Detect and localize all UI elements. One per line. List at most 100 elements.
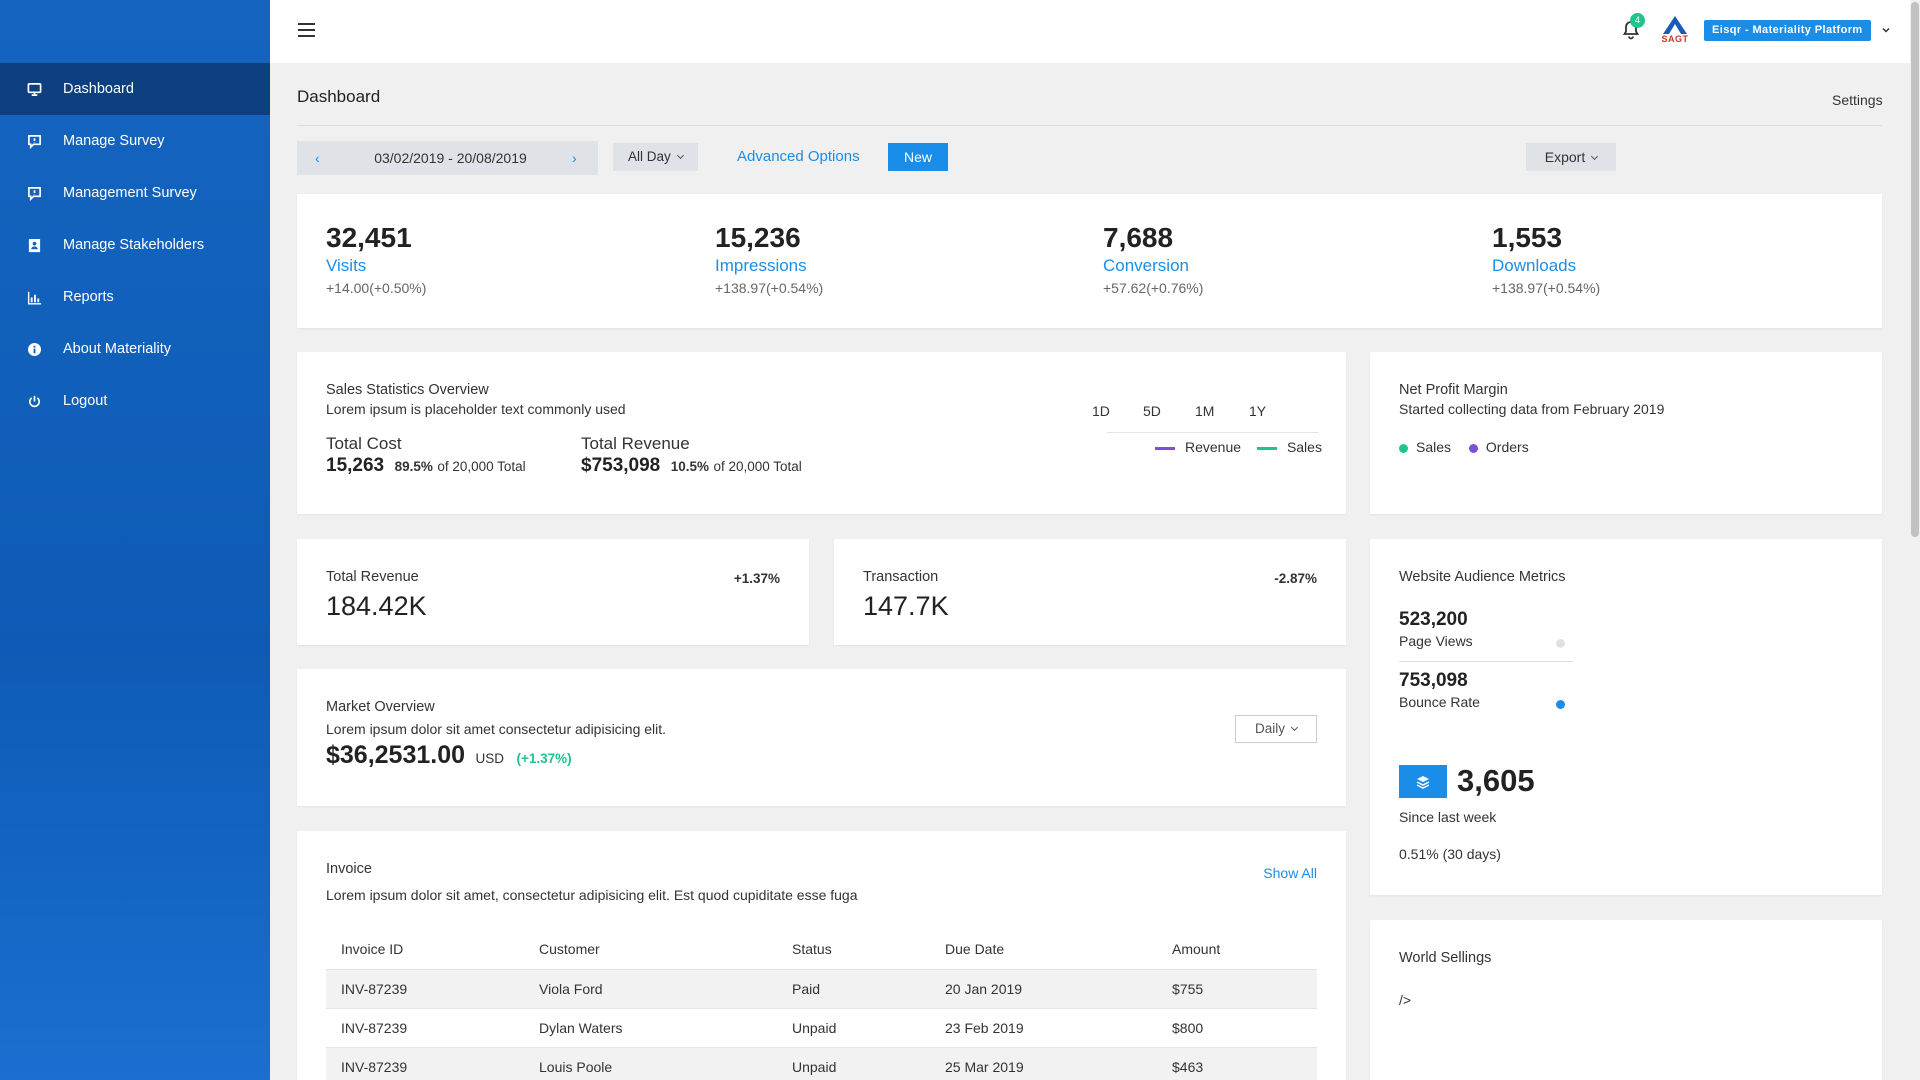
sidebar-item-about-materiality[interactable]: About Materiality [0, 323, 270, 375]
table-row[interactable]: INV-87239 Viola Ford Paid 20 Jan 2019 $7… [326, 968, 1317, 1008]
timeframe-5d[interactable]: 5D [1143, 403, 1161, 419]
sidebar-item-label: Dashboard [63, 81, 134, 97]
change-percent: -2.87% [1274, 571, 1317, 586]
chevron-right-icon[interactable]: › [571, 150, 577, 166]
table-row[interactable]: INV-87239 Louis Poole Unpaid 25 Mar 2019… [326, 1046, 1317, 1080]
chevron-left-icon[interactable]: ‹ [315, 150, 320, 166]
sidebar-item-logout[interactable]: Logout [0, 375, 270, 427]
total-revenue-label: Total Revenue [581, 434, 690, 453]
stat-label: Conversion [1103, 256, 1189, 275]
card-subtitle: Lorem ipsum dolor sit amet consectetur a… [326, 721, 667, 737]
sidebar-item-label: Reports [63, 289, 114, 305]
period-dropdown-label: All Day [628, 149, 671, 164]
table-cell: Unpaid [777, 1046, 930, 1080]
table-cell: Paid [777, 968, 930, 1008]
settings-link[interactable]: Settings [1832, 92, 1883, 108]
sidebar-item-label: Logout [63, 393, 108, 409]
card-title: Sales Statistics Overview [326, 382, 489, 398]
table-cell: INV-87239 [326, 968, 524, 1008]
chart-legend: Sales Orders [1399, 439, 1529, 455]
monitor-icon [26, 81, 42, 97]
sidebar-item-manage-survey[interactable]: Manage Survey [0, 115, 270, 167]
change-percent: +1.37% [733, 571, 780, 586]
stat-change: +14.00(+0.50%) [326, 280, 427, 296]
timeframe-1m[interactable]: 1M [1195, 403, 1215, 419]
card-subtitle: Started collecting data from February 20… [1399, 401, 1665, 417]
legend-dot-sales [1399, 443, 1408, 453]
scrollbar-track[interactable] [1910, 0, 1920, 1080]
card-title: Market Overview [326, 699, 435, 715]
world-sellings-text: /> [1399, 992, 1412, 1008]
table-cell: $755 [1157, 968, 1317, 1008]
stat-visits: 32,451 Visits +14.00(+0.50%) [326, 222, 427, 297]
table-cell: INV-87239 [326, 1007, 524, 1047]
hamburger-menu-icon[interactable] [298, 23, 315, 37]
show-all-link[interactable]: Show All [1263, 865, 1317, 881]
card-title: Transaction [863, 569, 939, 585]
new-button[interactable]: New [888, 143, 948, 171]
stat-label: Visits [326, 256, 367, 275]
stat-value: 1,553 [1492, 222, 1563, 253]
legend-swatch-sales [1256, 446, 1277, 450]
table-cell: $463 [1157, 1046, 1317, 1080]
transaction-card: Transaction 147.7K -2.87% [834, 539, 1346, 645]
table-header-row: Invoice ID Customer Status Due Date Amou… [326, 929, 1317, 969]
stat-label: Downloads [1492, 256, 1577, 275]
legend-label: Orders [1485, 439, 1529, 455]
period-label: Daily [1254, 721, 1285, 736]
platform-selector[interactable]: Eisqr - Materiality Platform [1704, 20, 1871, 41]
date-range-text[interactable]: 03/02/2019 - 20/08/2019 [374, 150, 527, 166]
timeframe-1d[interactable]: 1D [1092, 403, 1110, 419]
table-cell: $800 [1157, 1007, 1317, 1047]
export-dropdown[interactable]: Export [1526, 143, 1616, 171]
column-header: Due Date [945, 940, 1005, 957]
period-dropdown[interactable]: All Day [613, 143, 698, 171]
sidebar: Dashboard Manage Survey Management Surve… [0, 0, 270, 1080]
notification-badge: 4 [1630, 13, 1645, 28]
invoice-table: Invoice ID Customer Status Due Date Amou… [326, 929, 1317, 1080]
indicator-dot [1556, 639, 1565, 648]
logo-text: SAGT [1661, 34, 1689, 44]
date-range-picker: ‹ 03/02/2019 - 20/08/2019 › [297, 141, 598, 175]
sagt-logo-icon [1663, 16, 1687, 34]
period-dropdown[interactable]: Daily [1235, 715, 1317, 743]
scrollbar-thumb[interactable] [1911, 2, 1919, 537]
stat-change: +138.97(+0.54%) [715, 280, 824, 296]
timeframe-1y[interactable]: 1Y [1249, 403, 1267, 419]
chevron-down-icon[interactable] [1882, 26, 1890, 34]
total-cost-label: Total Cost [326, 434, 402, 453]
survey-icon [26, 133, 42, 149]
power-icon [26, 393, 42, 409]
audience-percent: 0.51% (30 days) [1399, 846, 1501, 862]
market-overview-card: Market Overview Lorem ipsum dolor sit am… [297, 669, 1346, 806]
info-icon [26, 341, 42, 357]
net-profit-card: Net Profit Margin Started collecting dat… [1370, 352, 1882, 514]
page-views-label: Page Views [1399, 633, 1473, 649]
stat-change: +138.97(+0.54%) [1492, 280, 1601, 296]
table-row[interactable]: INV-87239 Dylan Waters Unpaid 23 Feb 201… [326, 1007, 1317, 1047]
card-subtitle: Lorem ipsum is placeholder text commonly… [326, 401, 626, 417]
stat-value: 15,236 [715, 222, 801, 253]
audience-metrics-card: Website Audience Metrics 523,200 Page Vi… [1370, 539, 1882, 895]
advanced-options-link[interactable]: Advanced Options [737, 148, 860, 165]
invoice-card: Invoice Lorem ipsum dolor sit amet, cons… [297, 831, 1346, 1080]
sidebar-item-reports[interactable]: Reports [0, 271, 270, 323]
column-header: Status [792, 940, 832, 957]
total-cost-pct: 89.5% [394, 459, 433, 474]
sales-statistics-card: Sales Statistics Overview Lorem ipsum is… [297, 352, 1346, 514]
total-cost: Total Cost 15,263 89.5% of 20,000 Total [326, 434, 526, 477]
divider [297, 125, 1882, 126]
sidebar-item-manage-stakeholders[interactable]: Manage Stakeholders [0, 219, 270, 271]
stat-value: 32,451 [326, 222, 412, 253]
sidebar-brand-area [0, 0, 270, 63]
audience-total: 3,605 [1457, 763, 1535, 798]
sidebar-item-dashboard[interactable]: Dashboard [0, 63, 270, 115]
main-content: Dashboard Settings ‹ 03/02/2019 - 20/08/… [270, 63, 1920, 1080]
sidebar-item-management-survey[interactable]: Management Survey [0, 167, 270, 219]
legend-label: Sales [1286, 439, 1322, 455]
bounce-rate-metric: 753,098 Bounce Rate [1399, 670, 1573, 710]
world-sellings-card: World Sellings /> [1370, 920, 1882, 1080]
total-revenue-pct: 10.5% [670, 459, 709, 474]
stat-change: +57.62(+0.76%) [1103, 280, 1204, 296]
total-revenue-card: Total Revenue 184.42K +1.37% [297, 539, 809, 645]
